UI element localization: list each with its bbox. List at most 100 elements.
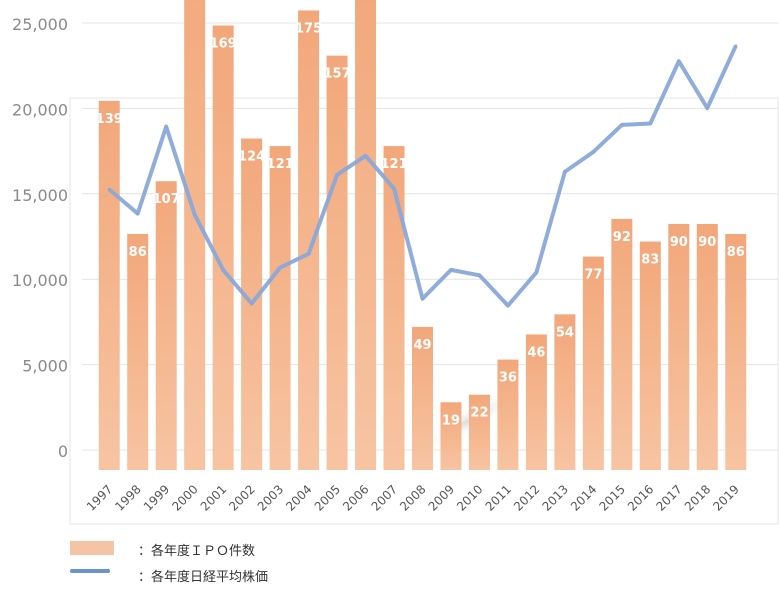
bar-data-label: 86 <box>727 245 745 260</box>
bar <box>696 223 718 470</box>
bar-data-label: 175 <box>295 21 322 36</box>
x-tick-label: 2000 <box>169 482 200 513</box>
bar-data-label: 77 <box>584 268 602 283</box>
line-point <box>563 170 567 174</box>
bar-data-label: 19 <box>442 413 460 428</box>
bar-data-label: 121 <box>267 157 294 172</box>
bar-data-label: 86 <box>129 245 147 260</box>
x-tick-label: 2003 <box>255 482 286 513</box>
y-tick-label: 25,000 <box>12 15 68 34</box>
line-point <box>250 301 254 305</box>
line-point <box>449 268 453 272</box>
line-point <box>136 212 140 216</box>
x-tick-label: 2009 <box>426 482 457 513</box>
legend-label-ipo: ：各年度ＩＰＯ件数 <box>138 544 256 559</box>
x-tick-label: 2014 <box>568 482 599 513</box>
bar-data-label: 188 <box>352 0 379 4</box>
x-tick-label: 2018 <box>682 482 713 513</box>
x-tick-label: 1997 <box>84 482 115 513</box>
line-point <box>705 106 709 110</box>
y-tick-label: 0 <box>58 442 68 461</box>
bar <box>127 233 149 470</box>
bar <box>184 0 206 471</box>
line-point <box>421 297 424 301</box>
line-point <box>534 270 538 274</box>
bar <box>611 218 633 470</box>
x-tick-label: 2008 <box>397 482 428 513</box>
x-tick-label: 2013 <box>540 482 571 513</box>
bar-data-label: 54 <box>556 325 574 340</box>
bar-data-label: 124 <box>238 150 265 165</box>
bar <box>98 100 120 470</box>
line-point <box>335 173 339 177</box>
bar <box>412 326 433 470</box>
line-point <box>278 266 282 270</box>
bar-data-label: 92 <box>613 230 631 245</box>
bar-data-label: 36 <box>499 371 517 386</box>
bar-data-label: 83 <box>641 253 659 268</box>
line-point <box>107 187 111 191</box>
bar <box>326 55 348 470</box>
chart: 0 5,000 10,000 15,000 20,000 25,000 139 86 107 2… <box>12 0 779 525</box>
legend-swatch-bar <box>70 541 114 555</box>
x-tick-label: 2002 <box>226 482 257 513</box>
x-tick-label: 2001 <box>198 482 229 513</box>
bar <box>440 402 462 470</box>
bar <box>497 359 519 470</box>
line-point <box>364 154 368 158</box>
bar <box>355 0 377 470</box>
bar-data-label: 139 <box>96 112 123 127</box>
line-point <box>477 273 481 277</box>
y-tick-label: 5,000 <box>22 357 68 376</box>
x-tick-label: 1999 <box>141 482 172 513</box>
legend-swatch-line <box>70 569 110 573</box>
bar-data-label: 107 <box>153 192 180 207</box>
bar <box>298 10 320 471</box>
y-tick-label: 10,000 <box>12 271 68 290</box>
line-point <box>307 252 311 256</box>
bar-data-label: 121 <box>380 157 407 172</box>
bar <box>639 241 661 470</box>
bar-data-label: 90 <box>670 235 688 250</box>
x-tick-label: 1998 <box>112 482 143 513</box>
bar <box>582 256 604 470</box>
x-tick-label: 2006 <box>340 482 371 513</box>
x-tick-label: 2012 <box>511 482 542 513</box>
x-tick-label: 2017 <box>653 482 684 513</box>
x-tick-label: 2005 <box>312 482 343 513</box>
bar <box>525 334 547 470</box>
y-tick-label: 20,000 <box>12 100 68 119</box>
bar <box>668 223 690 470</box>
x-tick-label: 2004 <box>283 482 314 513</box>
bar <box>554 314 576 470</box>
line-point <box>221 268 225 272</box>
bar-data-label: 49 <box>413 338 431 353</box>
x-tick-label: 2007 <box>369 482 400 513</box>
x-tick-label: 2016 <box>625 482 656 513</box>
line-point <box>648 122 652 126</box>
x-tick-label: 2015 <box>596 482 627 513</box>
line-point <box>506 304 510 308</box>
line-point <box>164 125 168 129</box>
line-point <box>677 59 681 63</box>
bar-data-label: 22 <box>470 406 488 421</box>
bar <box>383 146 405 470</box>
line-point <box>193 213 197 217</box>
bar <box>269 146 291 470</box>
x-tick-label: 2010 <box>454 482 485 513</box>
legend-label-nikkei: ：各年度日経平均株価 <box>138 570 269 585</box>
bar <box>468 394 490 470</box>
line-point <box>591 150 595 154</box>
line-point <box>392 187 396 191</box>
bar-data-label: 90 <box>698 235 716 250</box>
bar <box>212 25 234 470</box>
bar-data-label: 157 <box>323 67 350 82</box>
y-tick-label: 15,000 <box>12 186 68 205</box>
x-tick-label: 2011 <box>483 482 514 513</box>
bar-data-label: 46 <box>527 345 545 360</box>
bar <box>155 181 177 470</box>
line-point <box>620 123 624 127</box>
legend-item-nikkei: ：各年度日経平均株価 <box>70 566 370 586</box>
legend-item-ipo: ：各年度ＩＰＯ件数 <box>70 538 370 559</box>
bar-data-label: 169 <box>210 37 237 52</box>
